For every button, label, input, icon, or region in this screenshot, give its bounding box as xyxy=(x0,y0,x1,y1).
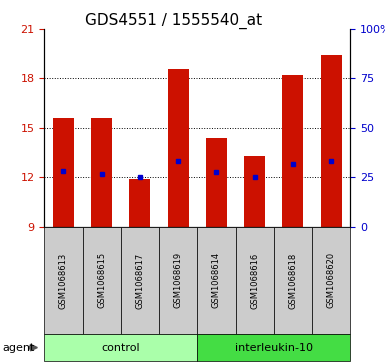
Text: GSM1068619: GSM1068619 xyxy=(174,252,183,309)
Bar xyxy=(321,56,342,227)
Bar xyxy=(167,69,189,227)
Text: GSM1068613: GSM1068613 xyxy=(59,252,68,309)
Text: GSM1068620: GSM1068620 xyxy=(327,252,336,309)
Text: GSM1068617: GSM1068617 xyxy=(136,252,144,309)
Text: interleukin-10: interleukin-10 xyxy=(235,343,313,352)
Bar xyxy=(91,118,112,227)
Text: GSM1068615: GSM1068615 xyxy=(97,252,106,309)
Text: control: control xyxy=(102,343,140,352)
Bar xyxy=(129,179,151,227)
Text: GSM1068618: GSM1068618 xyxy=(288,252,298,309)
Text: GSM1068616: GSM1068616 xyxy=(250,252,259,309)
Bar xyxy=(53,118,74,227)
Bar xyxy=(244,156,265,227)
Bar xyxy=(206,138,227,227)
Text: GSM1068614: GSM1068614 xyxy=(212,252,221,309)
Text: GDS4551 / 1555540_at: GDS4551 / 1555540_at xyxy=(85,13,262,29)
Text: agent: agent xyxy=(2,343,34,352)
Bar xyxy=(283,75,303,227)
